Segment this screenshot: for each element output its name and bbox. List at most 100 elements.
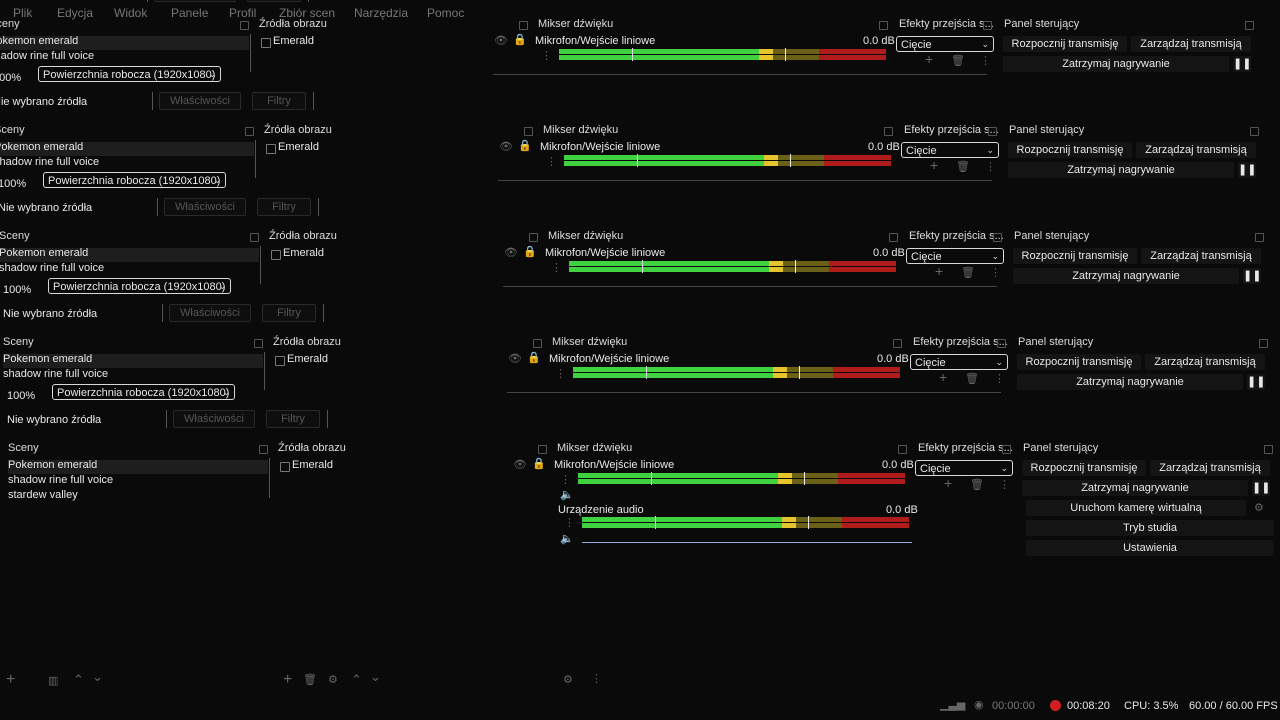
- add-source-icon[interactable]: +: [283, 671, 293, 688]
- remove-transition-icon[interactable]: 🗑: [965, 373, 979, 385]
- channel-menu-icon[interactable]: ⋮: [564, 517, 575, 529]
- remove-transition-icon[interactable]: 🗑: [970, 479, 984, 491]
- channel-menu-icon[interactable]: ⋮: [541, 50, 552, 62]
- manage-stream-button[interactable]: Zarządzaj transmisją: [1136, 142, 1256, 158]
- settings-button[interactable]: Ustawienia: [1026, 540, 1274, 556]
- undock-icon[interactable]: [254, 339, 263, 348]
- menu-item-7[interactable]: Pomoc: [427, 6, 465, 20]
- add-transition-icon[interactable]: +: [944, 475, 953, 491]
- scene-item[interactable]: Pokemon emerald: [0, 35, 79, 47]
- manage-stream-button[interactable]: Zarządzaj transmisją: [1131, 36, 1251, 52]
- channel-menu-icon[interactable]: ⋮: [555, 368, 566, 380]
- pause-recording-button[interactable]: ❚❚: [1243, 268, 1262, 284]
- source-settings-icon[interactable]: ⚙: [328, 674, 338, 686]
- source-visibility-checkbox[interactable]: [280, 462, 290, 472]
- undock-icon[interactable]: [519, 21, 528, 30]
- source-visibility-checkbox[interactable]: [261, 38, 271, 48]
- scene-item[interactable]: Pokemon emerald: [0, 247, 89, 259]
- undock-icon[interactable]: [983, 21, 992, 30]
- start-stream-button[interactable]: Rozpocznij transmisję: [1008, 142, 1132, 158]
- selected-scene-row[interactable]: [0, 36, 249, 50]
- scene-item[interactable]: Pokemon emerald: [3, 353, 93, 365]
- eye-icon[interactable]: 👁: [508, 353, 522, 365]
- scene-item[interactable]: stardew valley: [8, 489, 78, 501]
- transition-menu-icon[interactable]: ⋮: [980, 55, 991, 67]
- virtual-camera-button[interactable]: Uruchom kamerę wirtualną: [1026, 500, 1246, 516]
- menu-item-2[interactable]: Widok: [114, 6, 148, 20]
- manage-stream-button[interactable]: Zarządzaj transmisją: [1141, 248, 1261, 264]
- undock-icon[interactable]: [1250, 127, 1259, 136]
- scene-item[interactable]: Pokemon emerald: [8, 459, 98, 471]
- undock-icon[interactable]: [533, 339, 542, 348]
- selected-scene-row[interactable]: [8, 460, 268, 474]
- canvas-select[interactable]: Powierzchnia robocza (1920x1080) ⌄: [48, 278, 231, 294]
- menu-item-6[interactable]: Narzędzia: [354, 6, 409, 20]
- selected-scene-row[interactable]: [0, 248, 259, 262]
- source-item[interactable]: Emerald: [278, 141, 319, 153]
- undock-icon[interactable]: [993, 233, 1002, 242]
- properties-button[interactable]: Właściwości: [159, 92, 241, 110]
- menu-item-1[interactable]: Edycja: [57, 6, 94, 20]
- transition-select[interactable]: Cięcie ⌄: [896, 36, 994, 52]
- start-stream-button[interactable]: Rozpocznij transmisję: [1017, 354, 1141, 370]
- scene-item[interactable]: Pokemon emerald: [0, 141, 84, 153]
- transition-menu-icon[interactable]: ⋮: [985, 161, 996, 173]
- undock-icon[interactable]: [538, 445, 547, 454]
- source-visibility-checkbox[interactable]: [275, 356, 285, 366]
- lock-icon[interactable]: 🔒: [532, 458, 546, 470]
- filters-button[interactable]: Filtry: [257, 198, 311, 216]
- transition-select[interactable]: Cięcie ⌄: [906, 248, 1004, 264]
- mixer-settings-icon[interactable]: ⚙: [563, 674, 573, 686]
- source-item[interactable]: Emerald: [292, 459, 333, 471]
- remove-transition-icon[interactable]: 🗑: [951, 55, 965, 67]
- undock-icon[interactable]: [1002, 445, 1011, 454]
- transition-menu-icon[interactable]: ⋮: [994, 373, 1005, 385]
- pause-recording-button[interactable]: ❚❚: [1233, 56, 1252, 72]
- mixer-menu-icon[interactable]: ⋮: [591, 673, 602, 685]
- stop-recording-button[interactable]: Zatrzymaj nagrywanie: [1008, 162, 1234, 178]
- manage-stream-button[interactable]: Zarządzaj transmisją: [1150, 460, 1270, 476]
- start-stream-button[interactable]: Rozpocznij transmisję: [1022, 460, 1146, 476]
- remove-transition-icon[interactable]: 🗑: [956, 161, 970, 173]
- lock-icon[interactable]: 🔒: [518, 140, 532, 152]
- undock-icon[interactable]: [1255, 233, 1264, 242]
- undock-icon[interactable]: [1245, 21, 1254, 30]
- speaker-icon[interactable]: 🔈: [560, 489, 574, 501]
- transition-menu-icon[interactable]: ⋮: [999, 479, 1010, 491]
- lock-icon[interactable]: 🔒: [523, 246, 537, 258]
- undock-icon[interactable]: [1259, 339, 1268, 348]
- pause-recording-button[interactable]: ❚❚: [1238, 162, 1257, 178]
- lock-icon[interactable]: 🔒: [513, 34, 527, 46]
- undock-icon[interactable]: [1264, 445, 1273, 454]
- undock-icon[interactable]: [524, 127, 533, 136]
- add-transition-icon[interactable]: +: [939, 369, 948, 385]
- eye-icon[interactable]: 👁: [494, 35, 508, 47]
- stop-recording-button[interactable]: Zatrzymaj nagrywanie: [1013, 268, 1239, 284]
- pause-recording-button[interactable]: ❚❚: [1252, 480, 1271, 496]
- source-visibility-checkbox[interactable]: [266, 144, 276, 154]
- remove-transition-icon[interactable]: 🗑: [961, 267, 975, 279]
- channel-menu-icon[interactable]: ⋮: [551, 262, 562, 274]
- undock-icon[interactable]: [997, 339, 1006, 348]
- transition-menu-icon[interactable]: ⋮: [990, 267, 1001, 279]
- undock-icon[interactable]: [898, 445, 907, 454]
- undock-icon[interactable]: [884, 127, 893, 136]
- properties-button[interactable]: Właściwości: [154, 0, 236, 2]
- scene-item[interactable]: shadow rine full voice: [0, 50, 95, 62]
- undock-icon[interactable]: [245, 127, 254, 136]
- transition-select[interactable]: Cięcie ⌄: [901, 142, 999, 158]
- scene-filter-icon[interactable]: ▥: [48, 675, 59, 687]
- manage-stream-button[interactable]: Zarządzaj transmisją: [1145, 354, 1265, 370]
- menu-item-4[interactable]: Profil: [229, 6, 257, 20]
- filters-button[interactable]: Filtry: [252, 92, 306, 110]
- remove-source-icon[interactable]: 🗑: [303, 674, 317, 686]
- undock-icon[interactable]: [889, 233, 898, 242]
- eye-icon[interactable]: 👁: [513, 459, 527, 471]
- move-up-icon[interactable]: ⌃: [73, 672, 84, 687]
- eye-icon[interactable]: 👁: [499, 141, 513, 153]
- filters-button[interactable]: Filtry: [266, 410, 320, 428]
- stop-recording-button[interactable]: Zatrzymaj nagrywanie: [1003, 56, 1229, 72]
- eye-icon[interactable]: 👁: [504, 247, 518, 259]
- source-down-icon[interactable]: ⌄: [370, 669, 381, 684]
- channel-menu-icon[interactable]: ⋮: [546, 156, 557, 168]
